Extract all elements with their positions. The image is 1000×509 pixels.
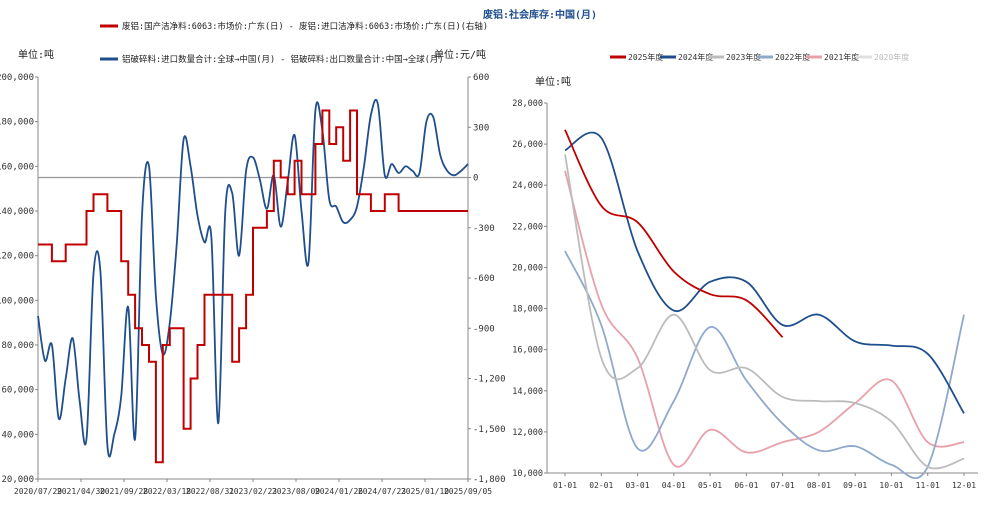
x-tick-label: 2023/02/23	[229, 487, 277, 496]
right-tick-label: -900	[473, 324, 495, 334]
right-chart: 废铝:社会库存:中国(月) 2025年度 2024年度 2023年度 2022年度 20…	[483, 8, 978, 490]
legend-label-2023年度: 2023年度	[726, 52, 761, 62]
x-tick-label: 2021/09/28	[100, 487, 148, 496]
right-axes: 10,000 12,000 14,000 16,000 18,000 20,000 22,0…	[512, 99, 978, 490]
y-tick-label: 24,000	[512, 181, 543, 191]
right-tick-label: -600	[473, 274, 495, 284]
right-tick-label: 0	[473, 174, 478, 184]
x-tick-label: 2025/09/05	[444, 487, 492, 496]
right-tick-label: 300	[473, 123, 489, 133]
right-tick-label: -1,800	[473, 475, 506, 485]
x-tick-label: 01-01	[553, 481, 577, 490]
right-axis-unit: 单位:元/吨	[434, 48, 486, 61]
legend-label-2022年度: 2022年度	[775, 52, 810, 62]
series-line-domestic-minus-import-price-spread	[38, 109, 468, 464]
x-tick-label: 10-01	[879, 481, 903, 490]
right-chart-unit: 单位:吨	[535, 75, 571, 88]
y-tick-label: 28,000	[512, 99, 543, 109]
y-tick-label: 12,000	[512, 428, 543, 438]
left-tick-label: 140,000	[0, 207, 34, 217]
x-tick-label: 2022/08/31	[186, 487, 234, 496]
legend-label-2020年度: 2020年度	[874, 52, 909, 62]
x-tick-label: 05-01	[698, 481, 722, 490]
right-tick-label: 600	[473, 73, 489, 83]
left-chart: 废铝:国产洁净料:6063:市场价:广东(日) - 废铝:进口洁净料:6063:…	[0, 21, 506, 496]
x-tick-label: 07-01	[771, 481, 795, 490]
y-tick-label: 22,000	[512, 222, 543, 232]
right-tick-label: -300	[473, 224, 495, 234]
x-tick-label: 08-01	[807, 481, 831, 490]
legend-label-1: 铝破碎料:进口数量合计:全球→中国(月) - 铝破碎料:出口数量合计:中国→全球…	[122, 54, 444, 65]
left-tick-label: 20,000	[1, 475, 34, 485]
x-tick-label: 2021/04/30	[57, 487, 105, 496]
left-tick-label: 80,000	[1, 341, 34, 351]
left-tick-label: 180,000	[0, 118, 34, 128]
left-tick-label: 200,000	[0, 73, 34, 83]
x-tick-label: 03-01	[625, 481, 649, 490]
legend-label-2024年度: 2024年度	[678, 52, 713, 62]
series-line-2023年度	[564, 154, 965, 470]
right-chart-title: 废铝:社会库存:中国(月)	[483, 8, 597, 21]
y-tick-label: 16,000	[512, 346, 543, 356]
x-tick-label: 2022/03/18	[143, 487, 191, 496]
right-series	[564, 129, 965, 480]
x-tick-label: 06-01	[734, 481, 758, 490]
left-legend: 废铝:国产洁净料:6063:市场价:广东(日) - 废铝:进口洁净料:6063:…	[100, 21, 488, 65]
x-tick-label: 2023/08/09	[272, 487, 320, 496]
legend-label-2025年度: 2025年度	[628, 52, 663, 62]
right-legend: 2025年度 2024年度 2023年度 2022年度 2021年度 2020年度	[610, 52, 909, 62]
y-tick-label: 20,000	[512, 263, 543, 273]
series-line-import-minus-export-volume	[37, 98, 469, 458]
left-series	[37, 98, 469, 464]
x-tick-label: 2020/07/29	[14, 487, 62, 496]
left-tick-label: 40,000	[1, 430, 34, 440]
left-tick-label: 60,000	[1, 386, 34, 396]
legend-label-0: 废铝:国产洁净料:6063:市场价:广东(日) - 废铝:进口洁净料:6063:…	[122, 21, 488, 32]
y-tick-label: 26,000	[512, 140, 543, 150]
x-tick-label: 12-01	[952, 481, 976, 490]
left-axes: 20,000 40,000 60,000 80,000 100,000 120,000 14…	[0, 73, 506, 496]
y-tick-label: 10,000	[512, 469, 543, 479]
left-tick-label: 100,000	[0, 296, 34, 306]
legend-label-2021年度: 2021年度	[824, 52, 859, 62]
left-tick-label: 160,000	[0, 162, 34, 172]
x-tick-label: 04-01	[662, 481, 686, 490]
x-tick-label: 2025/01/10	[401, 487, 449, 496]
series-line-2024年度	[564, 131, 965, 414]
y-tick-label: 18,000	[512, 305, 543, 315]
right-tick-label: -1,200	[473, 375, 506, 385]
left-tick-label: 120,000	[0, 252, 34, 262]
series-line-2022年度	[564, 250, 965, 480]
left-axis-unit: 单位:吨	[18, 48, 54, 61]
right-tick-label: -1,500	[473, 425, 506, 435]
x-tick-label: 2024/01/26	[315, 487, 363, 496]
series-line-2021年度	[564, 170, 965, 468]
x-tick-label: 2024/07/23	[358, 487, 406, 496]
series-line-2025年度	[564, 129, 784, 338]
y-tick-label: 14,000	[512, 387, 543, 397]
x-tick-label: 09-01	[843, 481, 867, 490]
x-tick-label: 11-01	[916, 481, 940, 490]
x-tick-label: 02-01	[589, 481, 613, 490]
